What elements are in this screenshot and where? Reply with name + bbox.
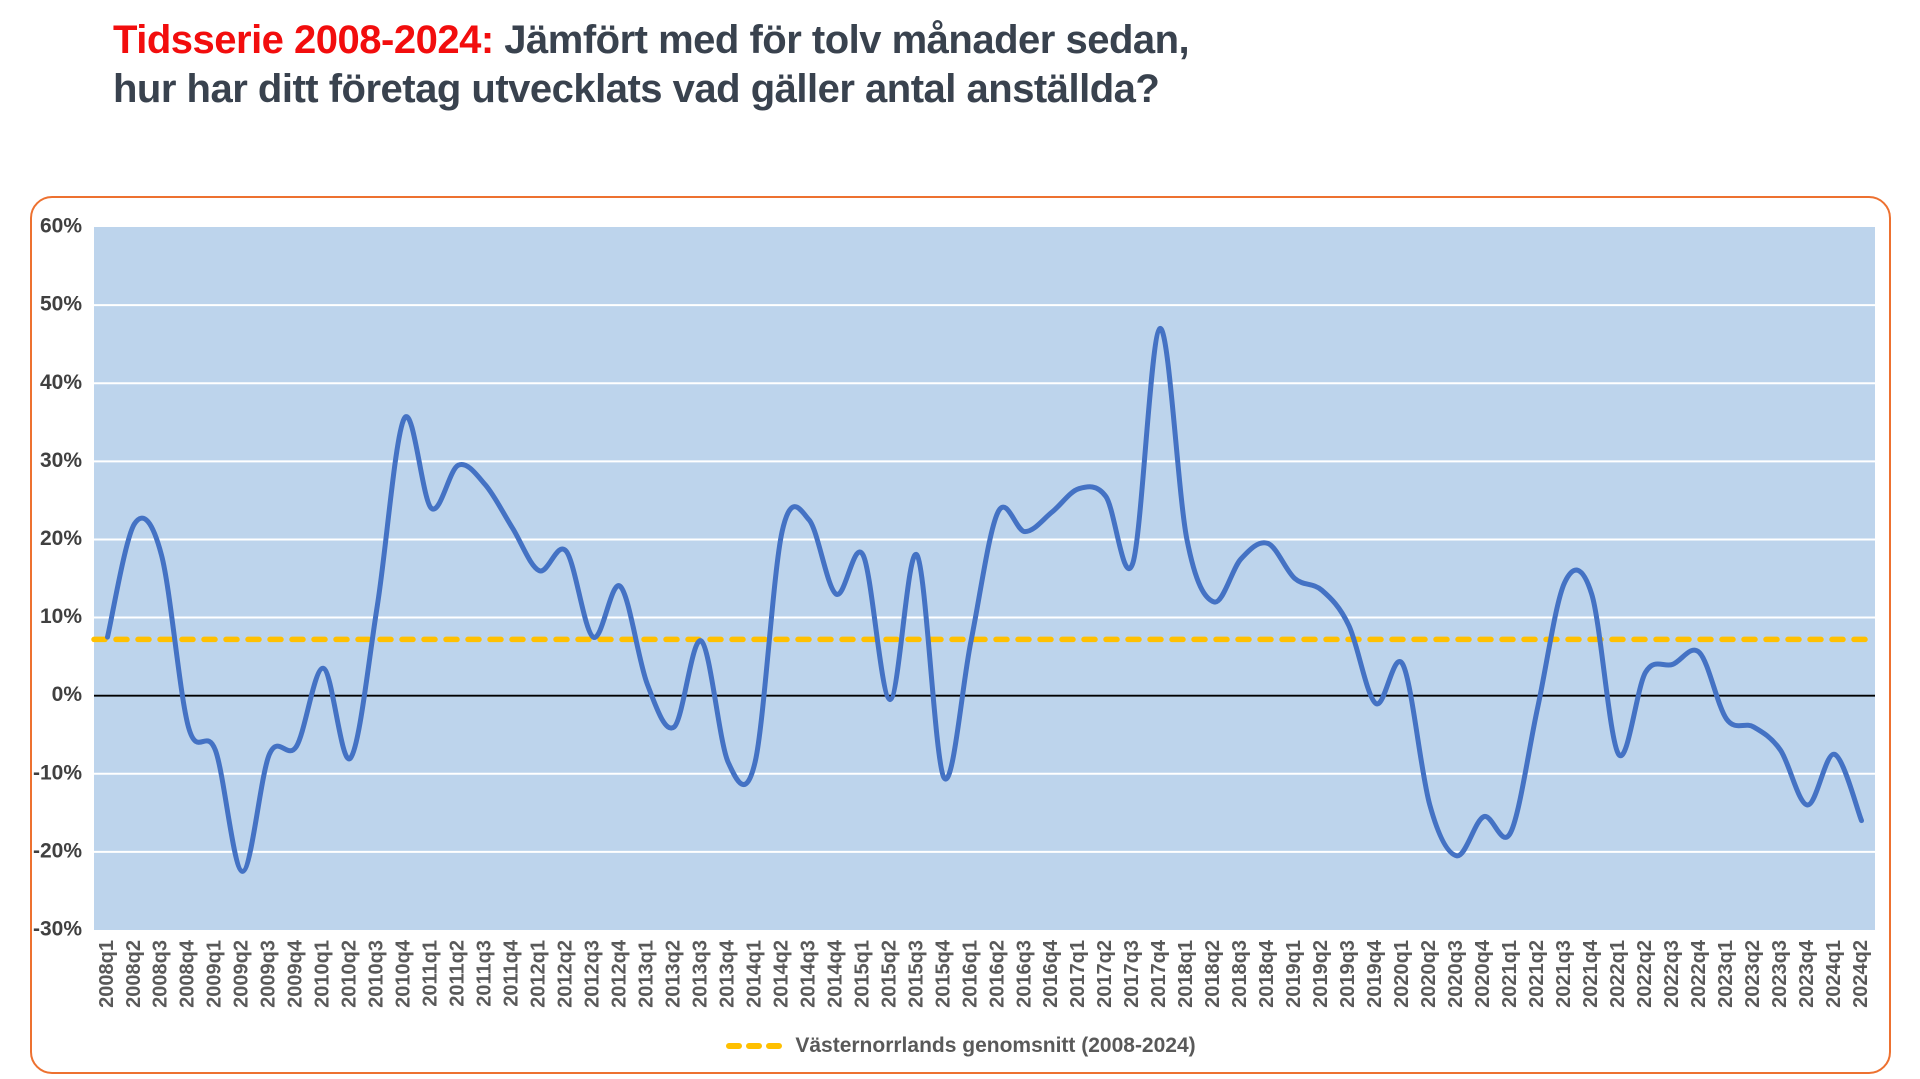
x-axis-label: 2022q4 [1688, 939, 1710, 1008]
x-axis-label: 2021q2 [1526, 940, 1548, 1008]
x-axis-label: 2022q3 [1661, 940, 1683, 1008]
x-axis-label: 2014q2 [770, 940, 792, 1008]
x-axis-label: 2023q1 [1715, 940, 1737, 1008]
y-axis-label: 60% [40, 215, 82, 238]
x-axis-label: 2019q4 [1364, 939, 1386, 1008]
x-axis-label: 2013q1 [635, 940, 657, 1008]
page-title: Tidsserie 2008-2024: Jämfört med för tol… [113, 16, 1190, 114]
page-title-highlight: Tidsserie 2008-2024: [113, 18, 494, 62]
x-axis-label: 2014q1 [743, 940, 765, 1008]
x-axis-label: 2010q3 [366, 940, 388, 1008]
x-axis-label: 2010q1 [312, 940, 334, 1008]
x-axis-label: 2024q1 [1823, 940, 1845, 1008]
x-axis-label: 2017q4 [1148, 939, 1170, 1008]
x-axis-label: 2020q2 [1418, 940, 1440, 1008]
x-axis-label: 2020q4 [1472, 939, 1494, 1008]
time-series-chart: 60%50%40%30%20%10%0%-10%-20%-30%2008q1 20… [33, 215, 1878, 1008]
page-title-line2: hur har ditt företag utvecklats vad gäll… [113, 67, 1160, 111]
y-axis-label: -20% [33, 839, 82, 862]
x-axis-label: 2023q4 [1796, 939, 1818, 1008]
x-axis-label: 2020q1 [1391, 940, 1413, 1008]
x-axis-label: 2013q2 [662, 940, 684, 1008]
x-axis-label: 2015q3 [905, 940, 927, 1008]
x-axis-label: 2010q4 [393, 939, 415, 1008]
x-axis-label: 2009q4 [285, 939, 307, 1008]
x-axis-label: 2021q4 [1580, 939, 1602, 1008]
y-axis-label: 40% [40, 371, 82, 394]
x-axis-label: 2009q3 [258, 940, 280, 1008]
y-axis-label: 20% [40, 527, 82, 550]
x-axis-label: 2024q2 [1850, 940, 1872, 1008]
x-axis-label: 2011q3 [474, 940, 496, 1007]
x-axis-label: 2018q2 [1202, 940, 1224, 1008]
x-axis-label: 2023q3 [1769, 940, 1791, 1008]
average-line-legend-swatch [726, 1043, 783, 1049]
x-axis-label: 2016q4 [1040, 939, 1062, 1008]
x-axis-label: 2023q2 [1742, 940, 1764, 1008]
x-axis-label: 2018q1 [1175, 940, 1197, 1008]
x-axis-label: 2017q3 [1121, 940, 1143, 1008]
page-title-rest: Jämfört med för tolv månader sedan, [493, 18, 1190, 62]
employment-series-line [105, 325, 1864, 874]
x-axis-label: 2017q2 [1094, 940, 1116, 1008]
x-axis-label: 2011q2 [447, 940, 469, 1007]
y-axis-label: -30% [33, 918, 82, 941]
x-axis-label: 2009q1 [204, 940, 226, 1008]
x-axis-label: 2021q3 [1553, 940, 1575, 1008]
x-axis-label: 2008q4 [177, 939, 199, 1008]
x-axis-label: 2016q1 [959, 940, 981, 1008]
x-axis-label: 2015q4 [932, 939, 954, 1008]
x-axis-label: 2018q4 [1256, 939, 1278, 1008]
x-axis-label: 2019q2 [1310, 940, 1332, 1008]
x-axis-label: 2010q2 [339, 940, 361, 1008]
x-axis-label: 2016q3 [1013, 940, 1035, 1008]
x-axis-label: 2015q1 [851, 940, 873, 1008]
y-axis-label: 30% [40, 449, 82, 472]
x-axis-label: 2019q3 [1337, 940, 1359, 1008]
y-axis-label: -10% [33, 761, 82, 784]
x-axis-label: 2015q2 [878, 940, 900, 1008]
x-axis-label: 2021q1 [1499, 940, 1521, 1008]
x-axis-label: 2011q4 [501, 939, 523, 1007]
x-axis-label: 2022q2 [1634, 940, 1656, 1008]
legend-label: Västernorrlands genomsnitt (2008-2024) [795, 1034, 1196, 1057]
x-axis-label: 2012q1 [528, 940, 550, 1008]
x-axis-label: 2016q2 [986, 940, 1008, 1008]
x-axis-label: 2014q3 [797, 940, 819, 1008]
x-axis-label: 2012q4 [608, 939, 630, 1008]
chart-card: 60% 50% 40% 30% 20% 10% 0% -10% -20% -30% 2008q1 20… [30, 196, 1891, 1074]
y-axis-label: 10% [40, 605, 82, 628]
x-axis-label: 2019q1 [1283, 940, 1305, 1008]
page-title-line1: Tidsserie 2008-2024: Jämfört med för tol… [113, 16, 1190, 65]
x-axis-label: 2008q2 [123, 940, 145, 1008]
x-axis-label: 2009q2 [231, 940, 253, 1008]
x-axis-label: 2017q1 [1067, 940, 1089, 1008]
x-axis-label: 2012q3 [582, 940, 604, 1008]
x-axis-label: 2011q1 [420, 940, 442, 1007]
y-axis-label: 50% [40, 293, 82, 316]
x-axis-label: 2022q1 [1607, 940, 1629, 1008]
x-axis-label: 2013q3 [689, 940, 711, 1008]
x-axis-label: 2008q3 [150, 940, 172, 1008]
x-axis-label: 2018q3 [1229, 940, 1251, 1008]
x-axis-label: 2012q2 [555, 940, 577, 1008]
x-axis-label: 2008q1 [96, 940, 118, 1008]
x-axis-label: 2020q3 [1445, 940, 1467, 1008]
y-axis-label: 0% [52, 683, 83, 706]
x-axis-label: 2013q4 [716, 939, 738, 1008]
x-axis-label: 2014q4 [824, 939, 846, 1008]
chart-legend: Västernorrlands genomsnitt (2008-2024) [32, 1034, 1889, 1058]
